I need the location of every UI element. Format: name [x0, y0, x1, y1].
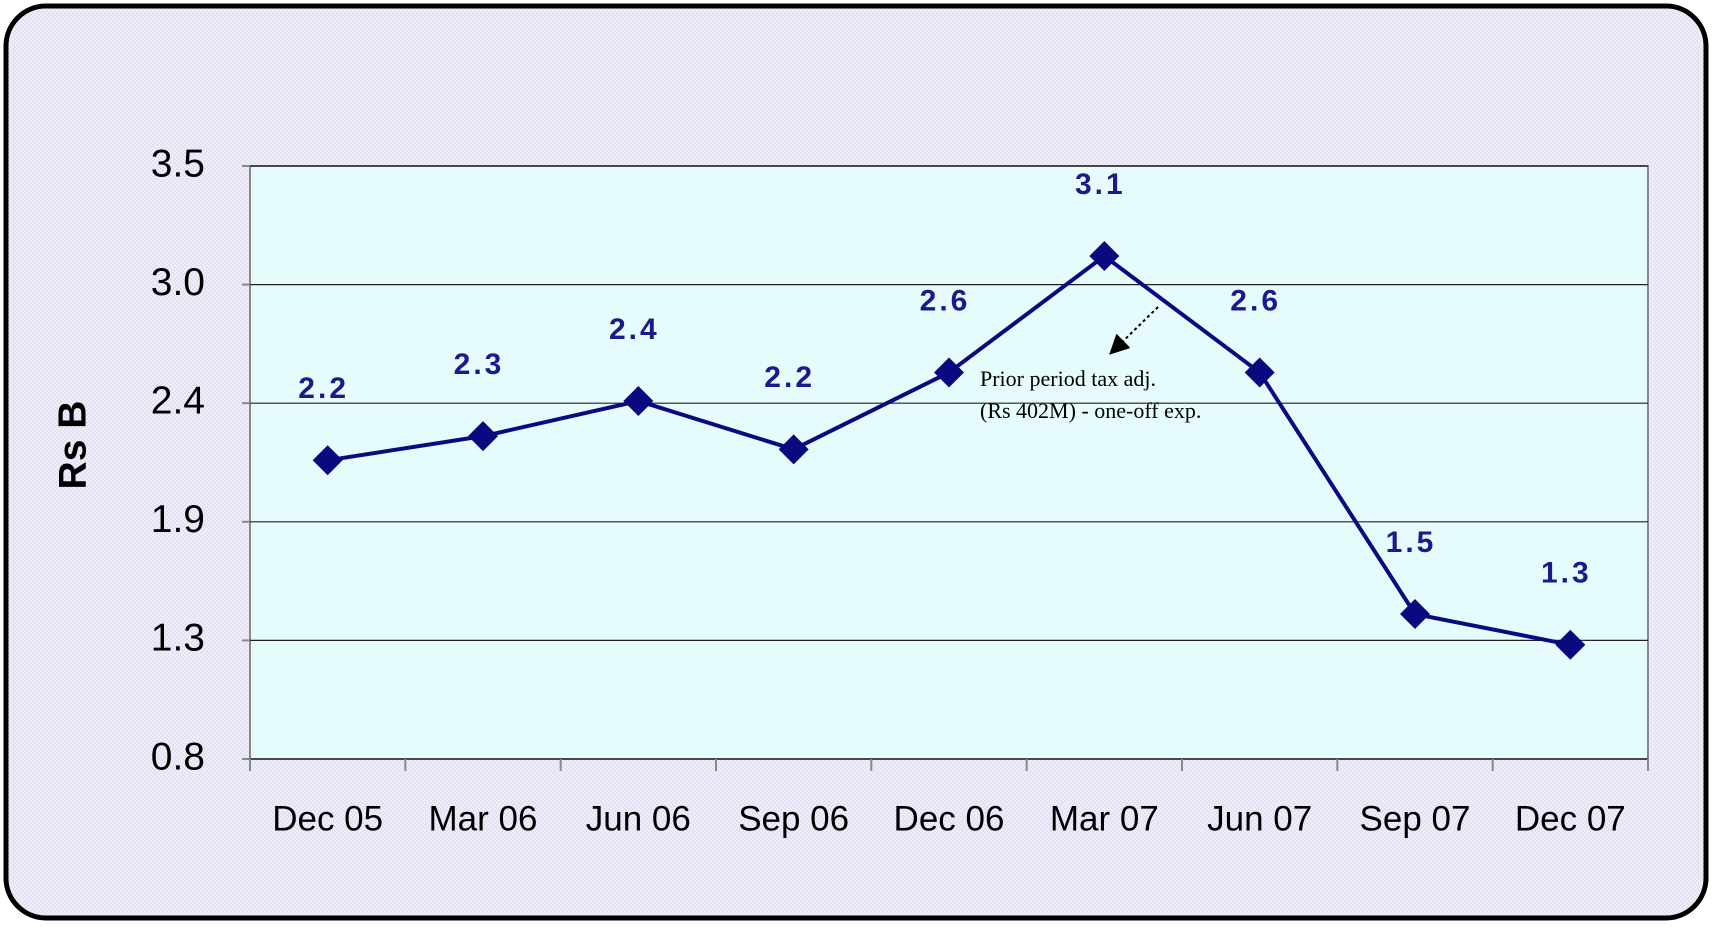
- x-tick-label: Jun 07: [1207, 799, 1312, 838]
- y-tick-label: 1.3: [151, 617, 205, 660]
- plot-area: [249, 165, 1649, 760]
- x-tick-label: Jun 06: [586, 799, 691, 838]
- data-label: 2.2: [764, 361, 815, 394]
- marker: [778, 434, 809, 465]
- x-tick-label: Sep 06: [738, 799, 849, 838]
- x-tick-label: Dec 07: [1515, 799, 1626, 838]
- data-label: 2.3: [454, 348, 505, 381]
- annotation: (Rs 402M) - one-off exp.: [980, 398, 1201, 423]
- marker: [1244, 357, 1275, 388]
- data-label: 2.4: [609, 313, 660, 346]
- y-tick-label: 2.4: [151, 379, 205, 422]
- x-tick-label: Dec 06: [894, 799, 1005, 838]
- marker: [1555, 629, 1586, 660]
- y-tick-label: 0.8: [151, 735, 205, 778]
- y-tick-label: 3.0: [151, 261, 205, 304]
- data-label: 3.1: [1075, 168, 1126, 201]
- marker: [1089, 241, 1120, 272]
- annotation-arrow: [1109, 306, 1159, 355]
- x-tick-label: Mar 07: [1050, 799, 1159, 838]
- data-label: 2.2: [298, 372, 349, 405]
- y-tick-label: 1.9: [151, 498, 205, 541]
- marker: [623, 386, 654, 417]
- marker: [468, 421, 498, 452]
- y-axis-label: Rs B: [51, 401, 94, 490]
- marker: [1400, 599, 1430, 630]
- y-tick-label: 3.5: [151, 142, 205, 185]
- data-label: 2.6: [1230, 284, 1281, 317]
- x-tick-label: Mar 06: [429, 799, 538, 838]
- data-label: 2.6: [920, 284, 971, 317]
- data-label: 1.5: [1386, 526, 1437, 559]
- x-tick-label: Sep 07: [1360, 799, 1471, 838]
- marker: [312, 445, 343, 476]
- annotation: Prior period tax adj.: [980, 366, 1156, 391]
- marker: [934, 357, 964, 388]
- data-label: 1.3: [1541, 557, 1592, 590]
- x-tick-label: Dec 05: [272, 799, 383, 838]
